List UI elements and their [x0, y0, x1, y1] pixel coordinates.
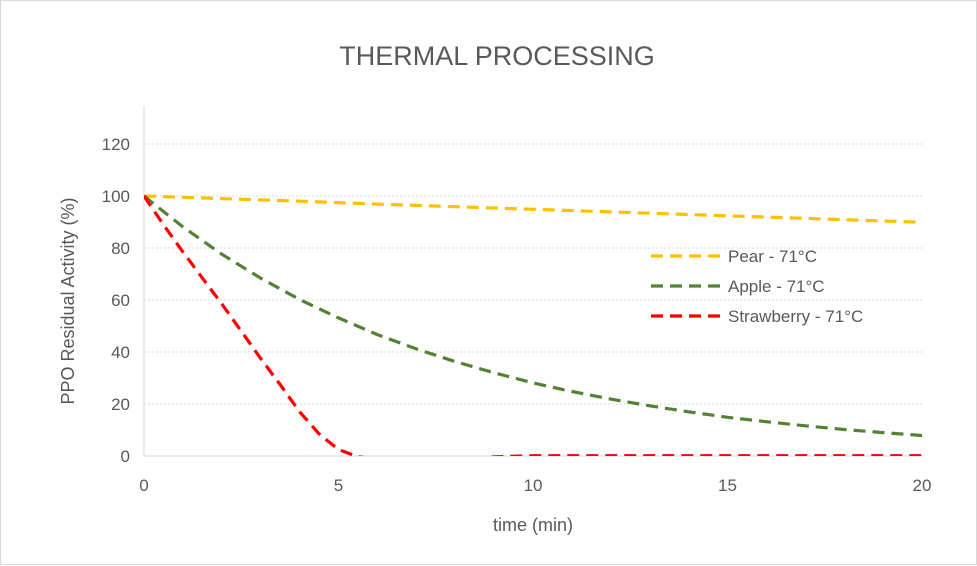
- y-tick-labels: 0 20 40 60 80 100 120: [102, 135, 130, 466]
- x-tick-label: 5: [334, 476, 343, 495]
- series-line-2: [144, 195, 922, 456]
- x-tick-label: 20: [913, 476, 932, 495]
- y-tick-label: 40: [111, 343, 130, 362]
- y-tick-label: 100: [102, 187, 130, 206]
- x-tick-labels: 0 5 10 15 20: [139, 476, 931, 495]
- legend-label-0: Pear - 71°C: [728, 247, 817, 266]
- y-axis-label: PPO Residual Activity (%): [58, 197, 78, 404]
- y-tick-label: 80: [111, 239, 130, 258]
- series-line-0: [144, 194, 922, 224]
- chart-title: THERMAL PROCESSING: [339, 41, 655, 71]
- x-tick-label: 0: [139, 476, 148, 495]
- y-tick-label: 120: [102, 135, 130, 154]
- legend-label-2: Strawberry - 71°C: [728, 307, 863, 326]
- series-lines: [144, 194, 922, 456]
- legend-label-1: Apple - 71°C: [728, 277, 825, 296]
- x-tick-label: 15: [718, 476, 737, 495]
- x-axis-label: time (min): [493, 515, 573, 535]
- y-tick-label: 0: [121, 447, 130, 466]
- grid-lines: [144, 143, 922, 405]
- y-tick-label: 60: [111, 291, 130, 310]
- series-line-1: [144, 194, 922, 438]
- x-tick-label: 10: [524, 476, 543, 495]
- y-tick-label: 20: [111, 395, 130, 414]
- legend: Pear - 71°C Apple - 71°C Strawberry - 71°C: [651, 247, 863, 326]
